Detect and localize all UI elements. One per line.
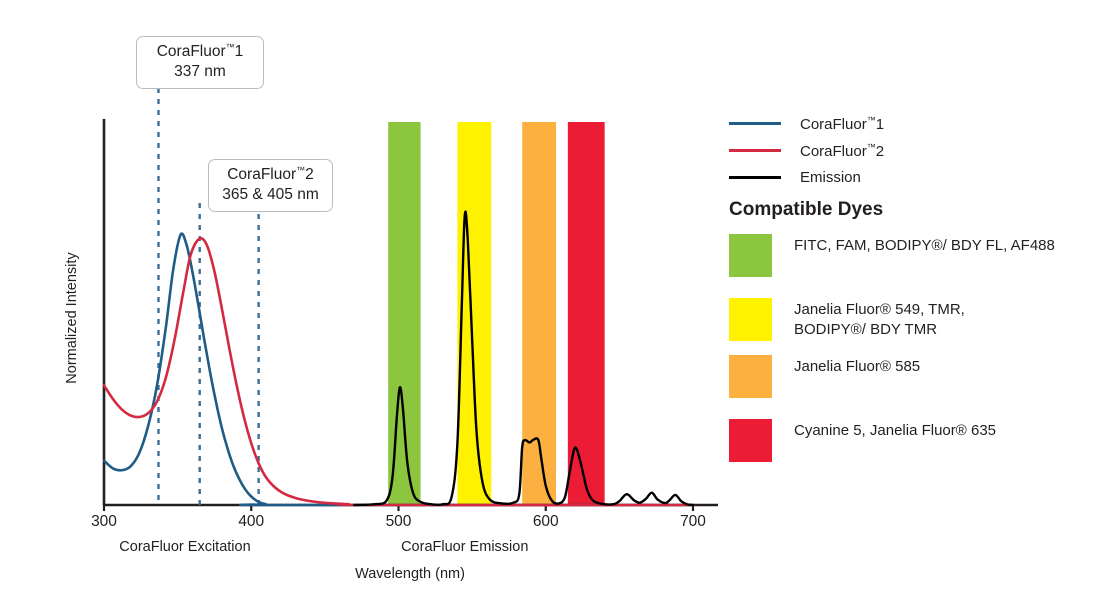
legend-swatch-2 bbox=[729, 176, 781, 179]
dye-swatch-0 bbox=[729, 234, 772, 277]
legend-swatch-0 bbox=[729, 122, 781, 125]
green-band bbox=[388, 122, 421, 505]
legend-item-1: CoraFluor™2 bbox=[729, 137, 1099, 164]
x-axis-label: Wavelength (nm) bbox=[355, 566, 465, 582]
compatible-dyes-title: Compatible Dyes bbox=[729, 199, 884, 220]
dye-label-2: Janelia Fluor® 585 bbox=[794, 358, 921, 375]
x-tick-label-400: 400 bbox=[238, 513, 265, 530]
dye-row-3: Cyanine 5, Janelia Fluor® 635 bbox=[729, 419, 1104, 462]
legend-item-2: Emission bbox=[729, 164, 1099, 191]
yellow-band bbox=[457, 122, 492, 505]
legend-label-1: CoraFluor™2 bbox=[800, 141, 885, 160]
dye-row-0: FITC, FAM, BODIPY®/ BDY FL, AF488 bbox=[729, 234, 1104, 277]
axis-section-emission: CoraFluor Emission bbox=[401, 539, 529, 555]
dye-row-1: Janelia Fluor® 549, TMR, BODIPY®/ BDY TMR bbox=[729, 298, 1104, 341]
dye-label-3: Cyanine 5, Janelia Fluor® 635 bbox=[794, 422, 997, 439]
callout1-line2: 337 nm bbox=[174, 62, 226, 80]
dye-swatch-2 bbox=[729, 355, 772, 398]
dye-label-1: Janelia Fluor® 549, TMR, BODIPY®/ BDY TMR bbox=[794, 301, 965, 339]
curve-emission bbox=[353, 210, 695, 507]
axis-section-excitation: CoraFluor Excitation bbox=[119, 539, 251, 555]
dye-swatch-3 bbox=[729, 419, 772, 462]
compatible-dyes-list: FITC, FAM, BODIPY®/ BDY FL, AF488 Janelia… bbox=[729, 234, 1104, 483]
callout2-line1: CoraFluor™2 bbox=[227, 165, 314, 184]
legend-label-0: CoraFluor™1 bbox=[800, 114, 885, 133]
callout1-line1: CoraFluor™1 bbox=[156, 42, 244, 61]
callout-corafluor1: CoraFluor™1 337 nm bbox=[136, 36, 264, 89]
dye-swatch-1 bbox=[729, 298, 772, 341]
callout2-line2: 365 & 405 nm bbox=[222, 185, 319, 203]
legend-item-0: CoraFluor™1 bbox=[729, 110, 1099, 137]
series-legend: CoraFluor™1 CoraFluor™2 Emission bbox=[729, 110, 1099, 191]
curve-corafluor2 bbox=[102, 237, 695, 507]
x-tick-label-500: 500 bbox=[385, 513, 412, 530]
red-band bbox=[567, 122, 605, 505]
x-tick-label-300: 300 bbox=[91, 513, 117, 530]
legend-swatch-1 bbox=[729, 149, 781, 152]
dye-row-2: Janelia Fluor® 585 bbox=[729, 355, 1104, 398]
y-axis-label: Normalized Intensity bbox=[64, 252, 80, 384]
callout-corafluor2: CoraFluor™2 365 & 405 nm bbox=[208, 159, 333, 212]
dye-label-0: FITC, FAM, BODIPY®/ BDY FL, AF488 bbox=[794, 237, 1055, 254]
x-tick-label-600: 600 bbox=[532, 513, 559, 530]
curve-corafluor1 bbox=[102, 232, 695, 507]
legend-label-2: Emission bbox=[800, 169, 861, 186]
x-tick-label-700: 700 bbox=[680, 513, 706, 530]
